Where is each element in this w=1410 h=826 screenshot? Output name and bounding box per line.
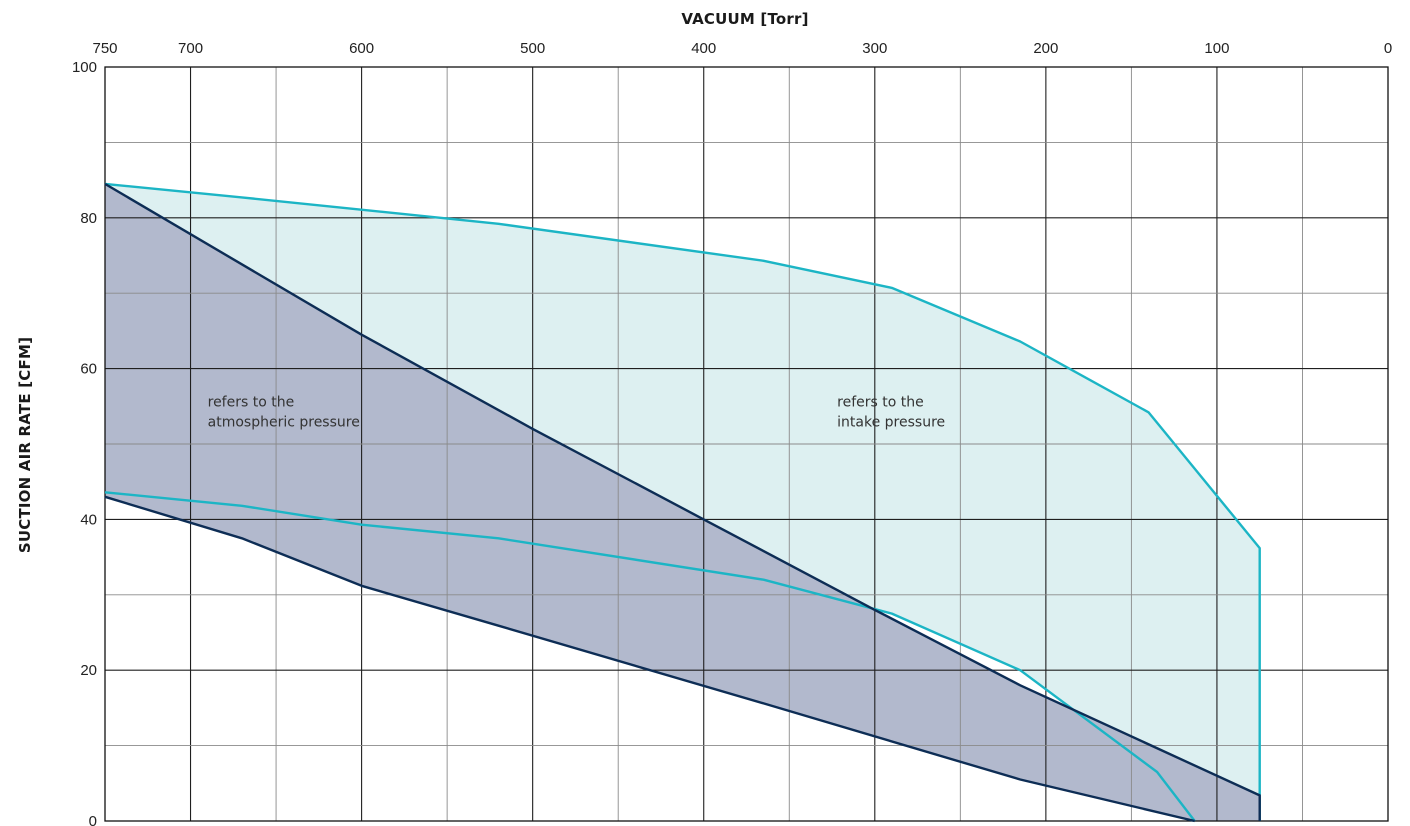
x-tick-label: 100 <box>1204 40 1229 57</box>
y-axis-title: SUCTION AIR RATE [CFM] <box>16 337 34 553</box>
y-tick-label: 60 <box>80 361 97 378</box>
annotation: refers to the atmospheric pressure <box>208 394 360 430</box>
annotation: refers to the intake pressure <box>837 394 945 430</box>
x-tick-label: 600 <box>349 40 374 57</box>
atmospheric-lower-curve <box>104 495 1195 823</box>
series-layer <box>104 182 1261 823</box>
y-tick-label: 0 <box>89 813 97 826</box>
annotation-line: atmospheric pressure <box>208 414 360 430</box>
x-tick-label: 300 <box>862 40 887 57</box>
x-tick-label: 0 <box>1384 40 1392 57</box>
x-tick-label: 200 <box>1033 40 1058 57</box>
annotation-line: intake pressure <box>837 414 945 430</box>
intake-region-fill <box>105 183 1260 821</box>
annotation-line: refers to the <box>208 394 295 410</box>
x-tick-label: 750 <box>92 40 117 57</box>
atmospheric-region-fill <box>105 183 1260 821</box>
x-tick-label: 700 <box>178 40 203 57</box>
y-tick-label: 80 <box>80 210 97 227</box>
tick-layer: 750 700 600 500 400 300 200 100 0 0 20 40 60 80 100 <box>72 40 1392 826</box>
plot-border <box>104 66 1389 822</box>
y-tick-label: 40 <box>80 511 97 528</box>
grid-layer <box>104 66 1389 822</box>
annotation-line: refers to the <box>837 394 924 410</box>
atmospheric-upper-curve <box>104 182 1261 821</box>
intake-lower-curve <box>104 491 1196 822</box>
x-tick-label: 500 <box>520 40 545 57</box>
x-axis-title: VACUUM [Torr] <box>681 10 808 28</box>
intake-upper-curve <box>104 182 1261 821</box>
y-tick-label: 100 <box>72 59 97 76</box>
y-tick-label: 20 <box>80 662 97 679</box>
x-tick-label: 400 <box>691 40 716 57</box>
fill-layer <box>105 183 1260 821</box>
annotation-layer: refers to the atmospheric pressurerefers … <box>208 394 946 430</box>
